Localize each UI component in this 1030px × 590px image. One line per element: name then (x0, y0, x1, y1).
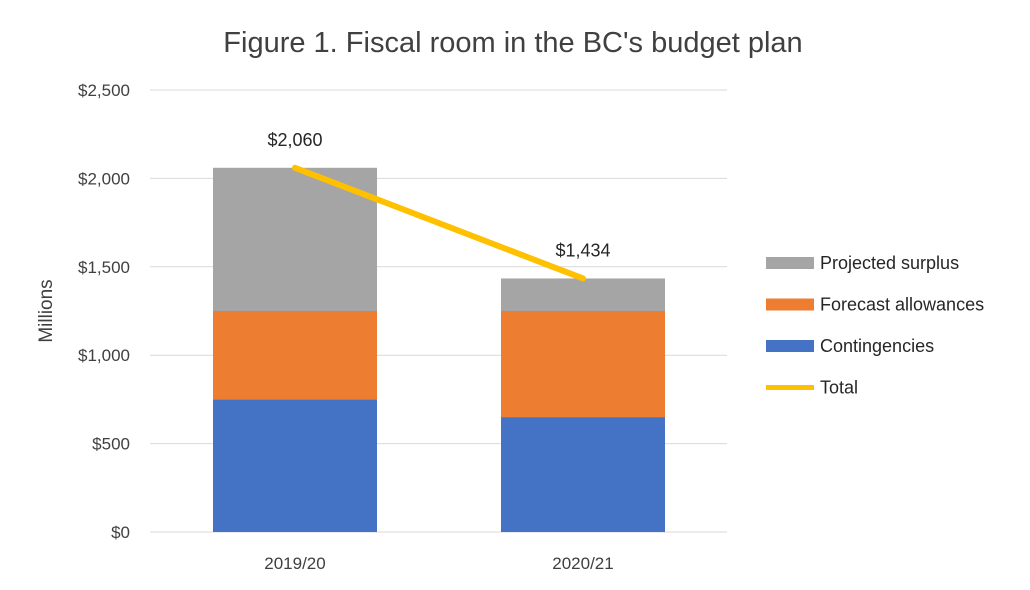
y-axis-ticks: $0 $500 $1,000 $1,500 $2,000 $2,500 (78, 81, 130, 542)
legend-item-contingencies: Contingencies (766, 336, 934, 356)
y-tick-label: $1,500 (78, 258, 130, 277)
legend-item-total: Total (766, 378, 858, 398)
legend-item-forecast-allowances: Forecast allowances (766, 295, 984, 315)
legend-item-projected-surplus: Projected surplus (766, 253, 959, 273)
y-tick-label: $0 (111, 523, 130, 542)
legend-swatch (766, 257, 814, 269)
y-tick-label: $2,500 (78, 81, 130, 100)
y-tick-label: $2,000 (78, 169, 130, 188)
legend-swatch (766, 298, 814, 311)
bar-segment-forecast-allowances (501, 311, 665, 418)
bar-segment-contingencies (501, 417, 665, 532)
legend-swatch (766, 340, 814, 352)
y-tick-label: $500 (92, 435, 130, 454)
legend-label: Contingencies (820, 336, 934, 356)
total-line-path (292, 164, 586, 282)
data-label: $2,060 (267, 130, 322, 150)
y-tick-label: $1,000 (78, 346, 130, 365)
legend-label: Forecast allowances (820, 295, 984, 315)
x-tick-label: 2020/21 (552, 554, 613, 573)
total-line (292, 164, 586, 282)
bar-segment-forecast-allowances (213, 311, 377, 400)
legend-label: Projected surplus (820, 253, 959, 273)
x-tick-label: 2019/20 (264, 554, 325, 573)
bars (213, 167, 665, 532)
legend: Projected surplus Forecast allowances Cont… (766, 253, 984, 398)
x-axis-ticks: 2019/20 2020/21 (264, 554, 613, 573)
bar-segment-contingencies (213, 399, 377, 532)
y-axis-label: Millions (36, 279, 57, 342)
chart-title: Figure 1. Fiscal room in the BC's budget… (223, 27, 802, 59)
data-labels: $2,060 $1,434 (267, 130, 610, 261)
data-label: $1,434 (555, 240, 610, 260)
legend-label: Total (820, 378, 858, 398)
bar-segment-projected-surplus (501, 278, 665, 311)
